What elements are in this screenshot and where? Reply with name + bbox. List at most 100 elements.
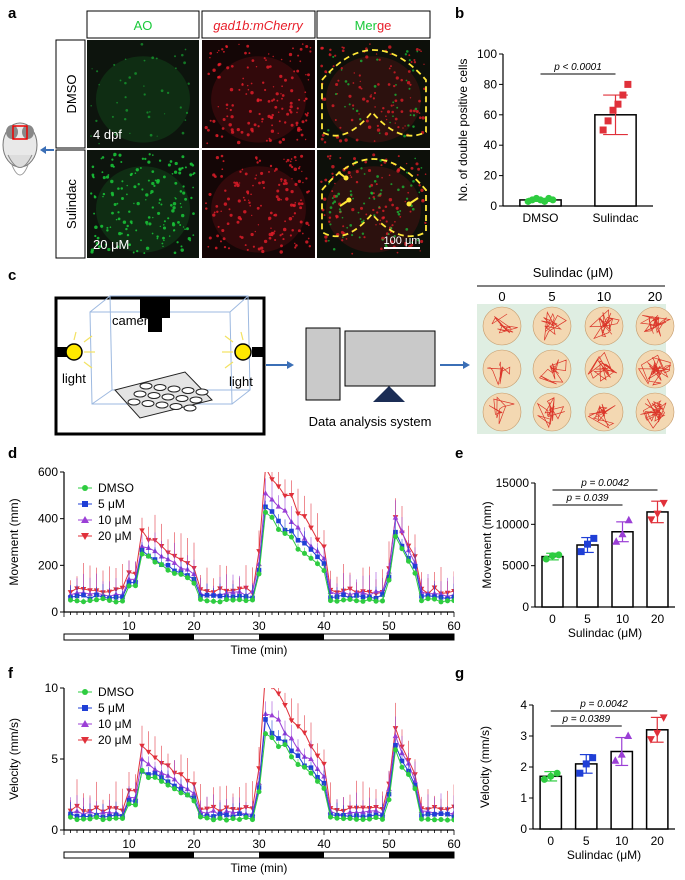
chart-f: 0 5 10 10 20 30 40 50 60 Velocity (mm/s) Time (min… [7,681,461,875]
cell-dot [359,118,362,121]
cell-dot [277,197,281,201]
camera-label: camera [112,313,156,328]
cell-dot [306,112,309,115]
cell-dot [344,138,348,142]
cell-dot [410,184,413,187]
cell-dot [295,244,298,247]
cell-dot [301,170,303,173]
cell-dot [280,198,282,201]
cell-dot [179,202,182,205]
cell-dot [415,110,419,113]
data-point [146,775,151,781]
cell-dot [191,163,195,167]
cell-dot [419,250,421,252]
swim-track [589,309,620,340]
cell-dot [162,175,166,179]
cell-dot [286,112,290,116]
cell-dot [369,43,371,45]
plate-well [167,385,181,393]
x-tick-label: 60 [447,837,461,851]
cell-dot [404,53,408,56]
cell-dot [281,137,286,142]
data-point [445,811,450,817]
cell-dot [137,183,140,186]
cell-dot [416,173,419,176]
cell-dot [412,125,415,128]
data-point [334,598,340,604]
cell-dot [162,226,167,230]
cell-dot [320,137,324,141]
cell-dot [174,181,178,185]
panel-label-e: e [455,445,463,462]
cell-dot [271,99,274,102]
cell-dot [359,80,361,83]
data-point [419,598,424,604]
cell-dot [91,68,93,70]
cell-dot [269,65,272,68]
legend-label: 5 μM [98,497,125,511]
swim-track [639,314,672,337]
y-tick-label: 0 [522,600,529,614]
plate-well [155,401,169,409]
cell-dot [160,203,163,206]
data-point [321,761,327,767]
cell-dot [90,250,94,254]
legend-marker [81,533,89,540]
cell-dot [153,184,156,188]
cell-dot [247,88,250,91]
data-point [198,596,203,602]
dark-period [389,852,454,858]
cell-dot [90,192,93,195]
data-point [419,816,424,822]
cell-dot [295,159,297,162]
data-point [386,797,392,803]
computer-icon: Data analysis system [305,327,436,429]
cell-dot [388,45,392,49]
data-point [94,592,99,598]
cell-dot [254,177,257,180]
cell-dot [111,158,114,161]
arrow-icon [406,201,412,207]
data-point [412,564,418,569]
data-point [100,596,106,602]
data-point [217,593,223,599]
cell-dot [370,183,374,187]
data-point [224,597,229,603]
cell-dot [357,211,360,214]
cell-dot [254,230,256,233]
cell-dot [246,84,249,87]
cell-dot [321,99,324,101]
cell-dot [221,168,224,171]
cell-dot [349,224,353,227]
cell-dot [167,163,171,167]
cell-dot [288,216,293,221]
data-point [230,597,236,603]
cell-dot [411,241,413,244]
cell-dot [341,236,344,239]
bar [646,511,669,608]
cell-dot [151,56,155,60]
data-point [542,555,550,563]
cell-dot [382,209,385,213]
cell-dot [373,91,377,95]
data-point [120,594,125,600]
cell-dot [214,246,218,250]
cell-dot [367,125,372,129]
cell-dot [91,173,95,177]
cell-dot [102,195,104,198]
cell-dot [174,161,178,166]
cell-dot [207,128,210,132]
cell-dot [147,216,151,219]
cell-dot [393,235,396,238]
cell-dot [414,157,417,160]
cell-dot [145,199,147,201]
cell-dot [388,67,391,70]
cell-dot [133,202,135,205]
data-point [315,561,320,567]
cell-dot [290,165,294,169]
cell-dot [304,138,307,141]
data-point [315,778,320,784]
data-point [152,771,158,776]
cell-dot [239,170,242,173]
